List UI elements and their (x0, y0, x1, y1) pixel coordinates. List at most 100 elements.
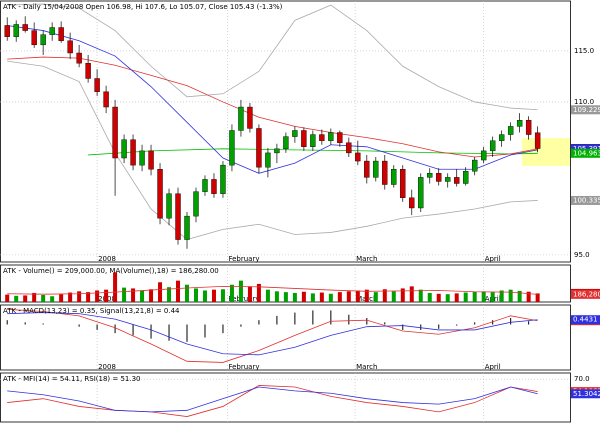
candle-body (139, 150, 145, 166)
volume-bar (95, 290, 100, 302)
volume-bar (373, 292, 378, 302)
candle-body (436, 173, 442, 182)
candle-body (85, 62, 91, 79)
volume-bar (167, 287, 172, 302)
value-box-label: 100.335 (573, 196, 600, 204)
volume-bar (265, 289, 270, 302)
candle-body (121, 139, 127, 159)
candle-body (373, 160, 379, 178)
candle-body (31, 30, 37, 46)
candle-body (49, 27, 55, 35)
volume-bar (274, 291, 279, 302)
candle-body (409, 197, 415, 209)
volume-bar (158, 282, 163, 302)
candle-body (391, 169, 397, 185)
candle-body (220, 164, 226, 194)
candle-body (112, 106, 118, 159)
candle-body (454, 177, 460, 184)
volume-bar (131, 288, 136, 302)
volume-bar (77, 291, 82, 302)
volume-bar (86, 292, 91, 302)
candle-body (283, 136, 289, 150)
volume-bar (337, 292, 342, 302)
volume-bar (481, 291, 486, 302)
x-tick-label: April (485, 363, 501, 371)
candle-body (184, 215, 190, 240)
indicator-line (7, 386, 538, 413)
value-box-label: 104.963 (573, 149, 600, 157)
candle-body (489, 140, 496, 152)
candle-body (346, 142, 352, 154)
volume-bar (14, 295, 19, 302)
volume-bar (220, 289, 225, 302)
volume-bar (59, 294, 64, 302)
candle-body (76, 52, 82, 64)
candle-body (148, 150, 154, 170)
volume-bar (149, 289, 154, 302)
volume-bar (238, 280, 243, 302)
candle-body (382, 160, 388, 185)
volume-bar (140, 290, 145, 302)
candle-body (427, 173, 433, 178)
candle-body (130, 139, 136, 166)
indicator-line (7, 56, 538, 158)
volume-bar (202, 290, 207, 302)
x-tick-label: March (356, 363, 377, 371)
value-box-label: 186,280 (573, 290, 600, 298)
volume-bar (319, 292, 324, 302)
volume-bar (185, 284, 190, 302)
indicator-line (7, 25, 538, 174)
candle-body (265, 152, 271, 168)
indicator-line (7, 385, 538, 417)
x-tick-label: 2008 (98, 363, 116, 371)
candle-body (498, 134, 505, 141)
volume-bar (50, 296, 55, 302)
value-box (571, 148, 600, 158)
indicator-line (7, 285, 538, 295)
y-tick-label: 110.0 (574, 98, 594, 106)
candle-body (256, 128, 262, 168)
y-tick-label: 70.0 (574, 375, 590, 383)
x-tick-label: February (228, 363, 259, 371)
volume-bar (328, 293, 333, 302)
volume-bar (104, 289, 109, 302)
value-box (571, 289, 600, 299)
candle-body (445, 177, 451, 182)
value-box-label: 0.4431 (573, 316, 598, 324)
volume-bar (418, 289, 423, 302)
volume-bar (176, 280, 181, 302)
volume-bar (445, 294, 450, 302)
volume-bar (490, 292, 495, 302)
candle-body (534, 132, 541, 149)
candle-body (310, 134, 316, 147)
panel-title: ATK - MACD(13,23) = 0.35, Signal(13,21,8… (3, 307, 180, 315)
volume-bar (301, 291, 306, 302)
candle-body (292, 130, 298, 137)
panel-title: ATK - MFI(14) = 54.11, RSI(18) = 51.30 (3, 375, 141, 383)
value-box (571, 195, 600, 205)
candle-body (301, 130, 307, 147)
volume-bar (463, 292, 468, 302)
volume-bar (535, 293, 540, 302)
indicator-line (7, 60, 538, 241)
candle-body (166, 193, 172, 219)
candle-body (516, 120, 523, 127)
volume-bar (310, 293, 315, 302)
indicator-line (7, 312, 538, 356)
value-box (571, 389, 600, 399)
candle-body (211, 179, 217, 194)
volume-bar (283, 292, 288, 302)
x-tick-label: February (228, 295, 259, 303)
candle-body (507, 126, 514, 135)
volume-bar (41, 295, 46, 302)
candle-body (22, 24, 28, 31)
x-tick-label: April (485, 255, 501, 263)
volume-bar (526, 291, 531, 302)
candle-body (4, 25, 10, 37)
volume-bar (23, 295, 28, 302)
panel-frame (0, 0, 571, 263)
candle-body (472, 159, 478, 172)
volume-bar (5, 294, 10, 302)
value-box-label: 109.229 (573, 106, 600, 114)
